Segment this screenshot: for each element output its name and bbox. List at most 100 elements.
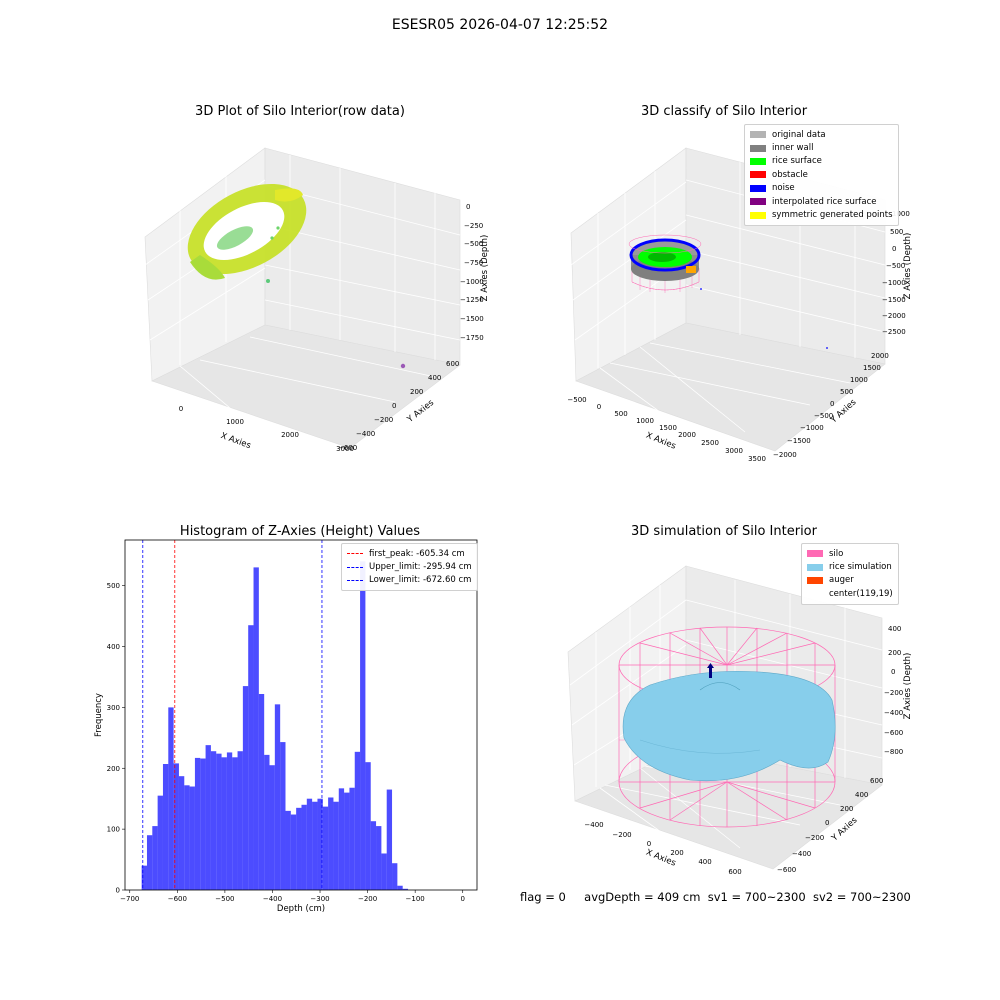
plot2-x-tick: 1000 xyxy=(636,417,654,425)
histogram-bar xyxy=(157,795,163,890)
plot2-z-tick: 1000 xyxy=(892,210,910,218)
histogram-bar xyxy=(264,754,270,890)
plot1-z-tick: −1250 xyxy=(460,296,484,304)
plot4-x-tick: 400 xyxy=(698,858,711,866)
x-tick-label: −400 xyxy=(263,895,282,903)
plot1-x-tick: 2000 xyxy=(281,431,299,439)
plot2-z-tick: 500 xyxy=(890,228,903,236)
plot1-y-tick: 400 xyxy=(428,374,441,382)
plot4-z-tick: −600 xyxy=(884,729,903,737)
plot2-z-tick: −1000 xyxy=(882,279,906,287)
histogram-bar xyxy=(141,865,147,890)
plot2-z-tick: −1500 xyxy=(882,296,906,304)
plot1-z-tick: −250 xyxy=(464,222,483,230)
y-tick-label: 400 xyxy=(107,643,120,651)
plot2-y-ticks: 2000 1500 1000 500 0 −500 −1000 −1500 −2… xyxy=(773,352,889,459)
plot2-z-tick: −500 xyxy=(886,262,905,270)
plot1-title: 3D Plot of Silo Interior(row data) xyxy=(195,104,405,119)
histogram-bar xyxy=(301,804,307,890)
plot1-y-tick: −200 xyxy=(374,416,393,424)
histogram-bar xyxy=(173,763,179,890)
histogram-bar xyxy=(237,751,243,890)
y-tick-label: 100 xyxy=(107,826,120,834)
histogram-bars xyxy=(141,561,409,890)
legend-swatch xyxy=(750,184,766,192)
legend-label: Upper_limit: -295.94 cm xyxy=(369,562,472,573)
plot1-z-tick: −500 xyxy=(464,240,483,248)
legend-swatch xyxy=(807,576,823,584)
plot2-z-tick: 0 xyxy=(892,245,896,253)
plot2-x-tick: 0 xyxy=(597,403,601,411)
legend-item-inner-wall: inner wall xyxy=(750,141,893,154)
histogram-bar xyxy=(349,787,355,890)
y-tick-label: 500 xyxy=(107,582,120,590)
x-tick-label: −300 xyxy=(310,895,329,903)
legend-label: obstacle xyxy=(772,169,808,180)
legend-item-rice-simulation: rice simulation xyxy=(807,560,893,573)
plot4-y-tick: 0 xyxy=(825,819,829,827)
legend-swatch xyxy=(347,553,363,555)
histogram-bar xyxy=(290,814,297,890)
x-tick-label: −200 xyxy=(358,895,377,903)
legend-item-first-peak: first_peak: -605.34 cm xyxy=(347,547,472,560)
histogram-bar xyxy=(200,758,206,890)
plot1-z-label: Z Axies (Depth) xyxy=(480,235,490,302)
legend-item-original-data: original data xyxy=(750,128,893,141)
plot4-z-ticks: 400 200 0 −200 −400 −600 −800 xyxy=(884,625,903,756)
histogram-bar xyxy=(333,801,339,890)
plot4-x-ticks: −400 −200 0 200 400 600 xyxy=(584,821,741,876)
plot2-y-tick: 1000 xyxy=(850,376,868,384)
histogram-bar xyxy=(253,567,259,890)
plot2-x-tick: −500 xyxy=(567,396,586,404)
status-avg-depth: avgDepth = 409 cm xyxy=(584,890,701,904)
plot2-z-tick: −2500 xyxy=(882,328,906,336)
status-sv1: sv1 = 700~2300 xyxy=(707,890,806,904)
plot1-z-tick: 0 xyxy=(466,203,470,211)
histogram-bar xyxy=(242,686,249,890)
plot2-z-label: Z Axies (Depth) xyxy=(903,233,913,300)
plot3-title: Histogram of Z-Axies (Height) Values xyxy=(179,524,421,539)
histogram-bar xyxy=(152,826,158,890)
legend-item-symmetric-generated-points: symmetric generated points xyxy=(750,208,893,221)
plot4-z-tick: −200 xyxy=(884,689,903,697)
plot1-z-tick: −1750 xyxy=(460,334,484,342)
histogram-bar xyxy=(178,776,185,890)
legend-swatch xyxy=(750,198,766,206)
legend-label: original data xyxy=(772,129,826,140)
legend-item-interpolated-rice-surface: interpolated rice surface xyxy=(750,195,893,208)
histogram-bar xyxy=(194,757,201,890)
histogram-y-label: Frequency xyxy=(94,693,104,737)
histogram-bar xyxy=(402,888,409,890)
plot4-legend: silo rice simulation auger center(119,19… xyxy=(801,543,899,605)
histogram-bar xyxy=(184,785,190,890)
plot2-y-tick: −1000 xyxy=(800,424,824,432)
plot4-y-tick: −400 xyxy=(792,850,811,858)
legend-swatch xyxy=(750,157,766,165)
histogram-bar xyxy=(296,807,302,890)
histogram-bar xyxy=(397,885,403,890)
histogram-bar xyxy=(162,764,169,890)
plot4-z-label: Z Axies (Depth) xyxy=(903,653,913,720)
legend-swatch xyxy=(807,550,823,558)
legend-label: noise xyxy=(772,183,795,194)
plot1-z-tick: −1500 xyxy=(460,315,484,323)
plot4-y-tick: −200 xyxy=(805,834,824,842)
histogram-frame xyxy=(124,539,478,891)
plot2-x-tick: 3000 xyxy=(725,447,743,455)
histogram-bar xyxy=(370,821,377,890)
plot4-z-tick: 200 xyxy=(888,649,901,657)
x-tick-label: −100 xyxy=(406,895,425,903)
plot2-x-tick: 3500 xyxy=(748,455,766,463)
plot4-title: 3D simulation of Silo Interior xyxy=(631,524,817,539)
plot4-z-tick: 0 xyxy=(891,668,895,676)
plot1-scatter xyxy=(187,183,406,369)
histogram-bar xyxy=(354,751,361,890)
legend-item-lower-limit: Lower_limit: -672.60 cm xyxy=(347,574,472,587)
legend-swatch xyxy=(347,579,363,581)
legend-label: rice simulation xyxy=(829,562,892,573)
histogram-bar xyxy=(168,707,174,890)
histogram-bar xyxy=(210,751,217,890)
legend-item-rice-surface: rice surface xyxy=(750,155,893,168)
